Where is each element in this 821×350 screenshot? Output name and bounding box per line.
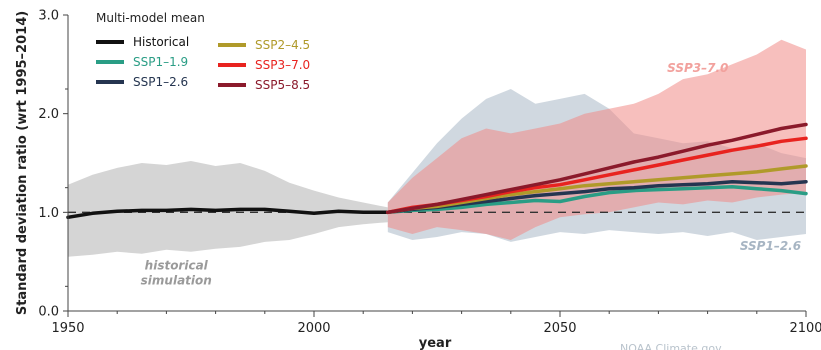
series-lines — [66, 122, 808, 220]
series-line-ssp1-1-9 — [386, 184, 808, 215]
x-tick-label: 1950 — [51, 321, 84, 336]
annotation-label: historical — [145, 259, 209, 273]
series-line-ssp5-8-5 — [386, 122, 808, 215]
legend-label: SSP2–4.5 — [255, 38, 310, 52]
legend-title: Multi-model mean — [96, 11, 205, 25]
legend-label: Historical — [133, 35, 189, 49]
legend-label: SSP5–8.5 — [255, 78, 310, 92]
x-tick-label: 2000 — [297, 321, 330, 336]
band-ssp3-7-0 — [387, 39, 806, 241]
credit-text: NOAA Climate.gov — [620, 342, 722, 350]
annotation-label: simulation — [141, 273, 212, 287]
series-line-ssp2-4-5 — [386, 164, 808, 215]
legend-label: SSP1–1.9 — [133, 55, 188, 69]
legend: Multi-model mean Historical SSP1–1.9 SSP1–2… — [96, 11, 310, 92]
annotation-label: SSP1–2.6 — [740, 239, 801, 253]
legend-label: SSP3–7.0 — [255, 58, 310, 72]
x-tick-label: 2050 — [543, 321, 576, 336]
annotation-label: SSP3–7.0 — [667, 61, 728, 75]
series-line-historical — [66, 207, 390, 220]
y-axis-title: Standard deviation ratio (wrt 1995–2014) — [15, 11, 30, 315]
y-tick-label: 3.0 — [38, 9, 59, 24]
axes — [67, 15, 806, 312]
tick-labels: 0.0 1.0 2.0 3.0 1950 2000 2050 2100 — [38, 9, 821, 337]
y-tick-label: 1.0 — [38, 206, 59, 221]
legend-label: SSP1–2.6 — [133, 75, 188, 89]
x-tick-label: 2100 — [789, 321, 821, 336]
x-axis-title: year — [419, 336, 452, 350]
y-tick-label: 2.0 — [38, 107, 59, 122]
y-tick-label: 0.0 — [38, 305, 59, 320]
